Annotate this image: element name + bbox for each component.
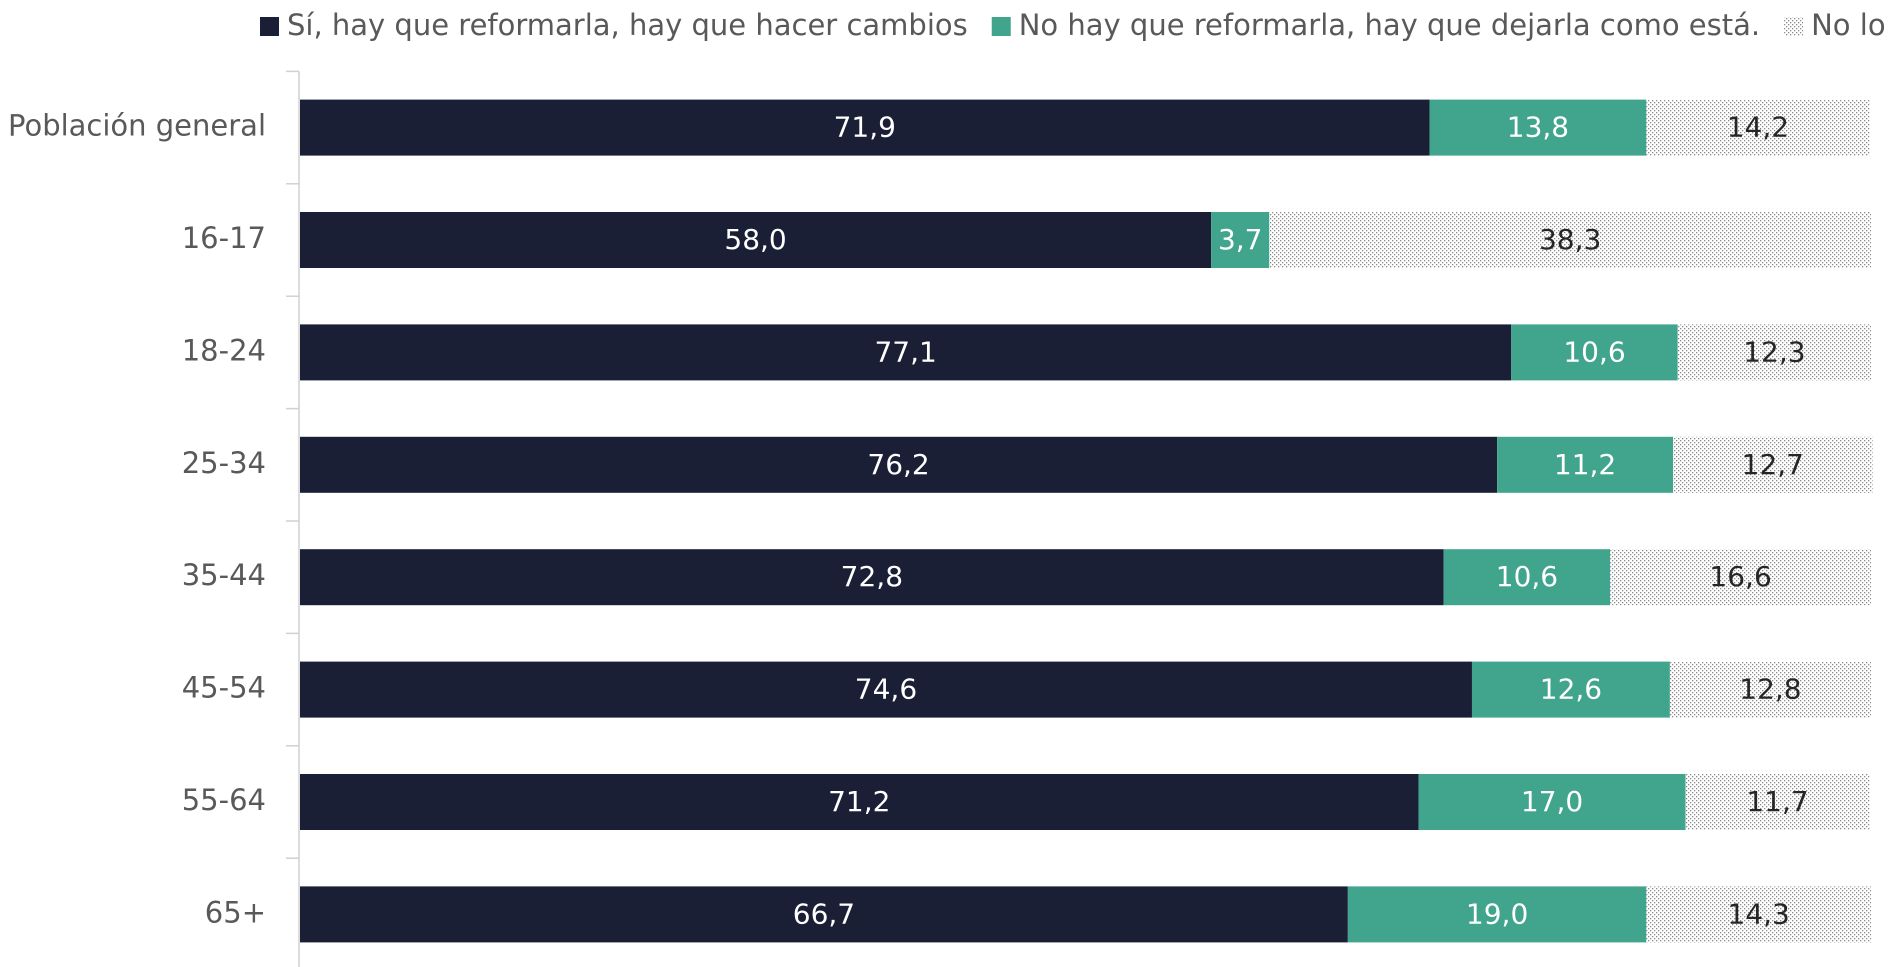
bar-segment (300, 99, 1430, 156)
bar-segment (1269, 212, 1871, 268)
value-label: 77,1 (874, 335, 936, 368)
bar-segment (300, 661, 1472, 718)
y-tick-label: 25-34 (182, 446, 266, 480)
value-label: 38,3 (1539, 223, 1601, 256)
bar-segment (1646, 886, 1871, 943)
value-label: 10,6 (1496, 560, 1558, 593)
y-tick-label: 45-54 (182, 671, 266, 705)
bar-segment (1471, 661, 1670, 718)
value-label: 11,2 (1554, 448, 1616, 481)
y-tick-label: 55-64 (182, 783, 266, 817)
bar-segment (1511, 324, 1678, 381)
bar-segment (1673, 436, 1873, 493)
value-label: 58,0 (724, 223, 786, 256)
value-label: 12,6 (1540, 673, 1602, 706)
value-label: 14,2 (1727, 111, 1789, 144)
value-label: 17,0 (1521, 785, 1583, 818)
bar-segment (1677, 324, 1871, 381)
bar-segment (1497, 436, 1674, 493)
value-label: 3,7 (1218, 223, 1263, 256)
bar-segment (300, 886, 1348, 943)
bar-segment (1418, 774, 1686, 830)
bar-segment (1347, 886, 1647, 943)
bar-segment (1429, 99, 1647, 156)
legend-label: No hay que reformarla, hay que dejarla c… (1019, 8, 1760, 42)
legend-swatch (260, 17, 279, 36)
value-label: 19,0 (1466, 897, 1528, 930)
bar-segment (300, 774, 1419, 830)
value-label: 74,6 (855, 673, 917, 706)
value-label: 11,7 (1746, 785, 1808, 818)
bar-segment (300, 324, 1512, 381)
bar-segment (1669, 661, 1871, 718)
legend-swatch (991, 17, 1011, 36)
y-tick-label: 35-44 (182, 558, 266, 592)
value-label: 12,8 (1739, 673, 1801, 706)
value-label: 16,6 (1709, 560, 1771, 593)
y-tick-label: 16-17 (182, 221, 266, 255)
value-label: 71,2 (828, 785, 890, 818)
legend-label: No lo sé (1811, 8, 1888, 42)
value-label: 14,3 (1728, 897, 1790, 930)
value-label: 72,8 (841, 560, 903, 593)
bar-segment (1646, 99, 1870, 156)
bar-segment (300, 212, 1212, 268)
y-tick-label: 65+ (205, 895, 266, 929)
bar-segment (300, 549, 1444, 606)
bar-segment (1211, 212, 1270, 268)
legend-swatch (1784, 17, 1804, 36)
bar-segment (1685, 774, 1870, 830)
legend-label: Sí, hay que reformarla, hay que hacer ca… (287, 8, 968, 42)
value-label: 12,7 (1742, 448, 1804, 481)
value-label: 66,7 (793, 897, 855, 930)
bar-segment (1443, 549, 1611, 606)
value-label: 71,9 (834, 111, 896, 144)
value-label: 13,8 (1507, 111, 1569, 144)
value-label: 12,3 (1743, 335, 1805, 368)
y-tick-label: Población general (8, 109, 266, 143)
y-tick-label: 18-24 (182, 333, 266, 367)
value-label: 10,6 (1563, 335, 1625, 368)
value-label: 76,2 (867, 448, 929, 481)
bar-segment (1610, 549, 1871, 606)
bar-segment (300, 436, 1498, 493)
